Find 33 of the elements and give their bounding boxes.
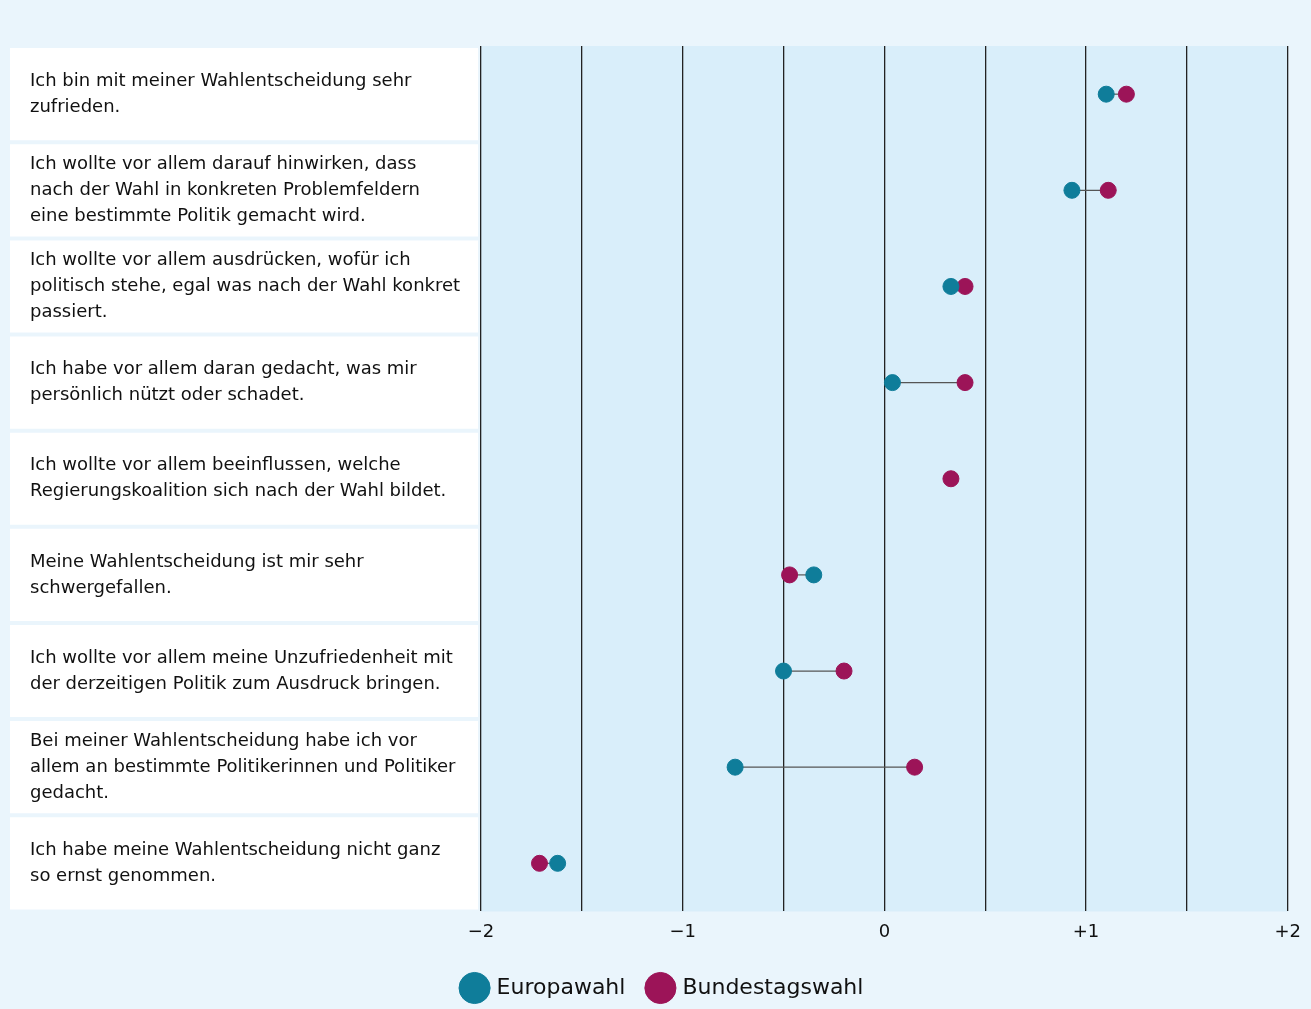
y-tick-label: Ich wollte vor allem beeinflussen, welche Regierungskoalition sich nach der Wahl bildet.: [30, 453, 447, 501]
x-tick-label: −2: [467, 919, 495, 941]
point: [1063, 181, 1081, 199]
point: [726, 758, 744, 776]
y-tick-label: Meine Wahlentscheidung ist mir sehr schwergefallen.: [30, 549, 365, 597]
point: [549, 854, 567, 872]
point: [1099, 181, 1117, 199]
y-tick-label: Ich bin mit meiner Wahlentscheidung sehr zufrieden.: [30, 68, 413, 116]
point: [835, 662, 853, 680]
legend-label: Europawahl: [496, 973, 626, 999]
point: [530, 854, 548, 872]
x-tick-label: +2: [1274, 919, 1302, 941]
y-tick-label: Ich habe vor allem daran gedacht, was mir persönlich nützt oder schadet.: [30, 357, 418, 405]
x-tick-label: +1: [1072, 919, 1100, 941]
legend-label: Bundestagswahl: [682, 973, 864, 999]
point: [883, 374, 901, 392]
point: [1097, 85, 1115, 103]
point: [956, 374, 974, 392]
y-tick-label: Ich wollte vor allem meine Unzufriedenheit mit der derzeitigen Politik zum Ausdruck bringen.: [30, 645, 453, 693]
point: [906, 758, 924, 776]
point: [942, 470, 960, 488]
point: [1117, 85, 1135, 103]
point: [942, 277, 960, 295]
x-tick-label: 0: [878, 919, 891, 941]
point: [956, 277, 974, 295]
y-tick-label: Ich habe meine Wahlentscheidung nicht ganz so ernst genommen.: [30, 837, 441, 886]
point: [775, 662, 793, 680]
point: [805, 566, 823, 584]
point: [781, 566, 799, 584]
y-tick-label: Ich wollte vor allem darauf hinwirken, dass nach der Wahl in konkreten Problemfeldern eine bestimmte Politik gemacht wird.: [30, 151, 420, 226]
y-tick-label: Bei meiner Wahlentscheidung habe ich vor allem an bestimmte Politikerinnen und Politiker gedacht.: [30, 728, 457, 802]
x-tick-label: −1: [669, 919, 696, 941]
y-tick-label: Ich wollte vor allem ausdrücken, wofür ich politisch stehe, egal was nach der Wahl konkret passiert.: [30, 248, 461, 322]
